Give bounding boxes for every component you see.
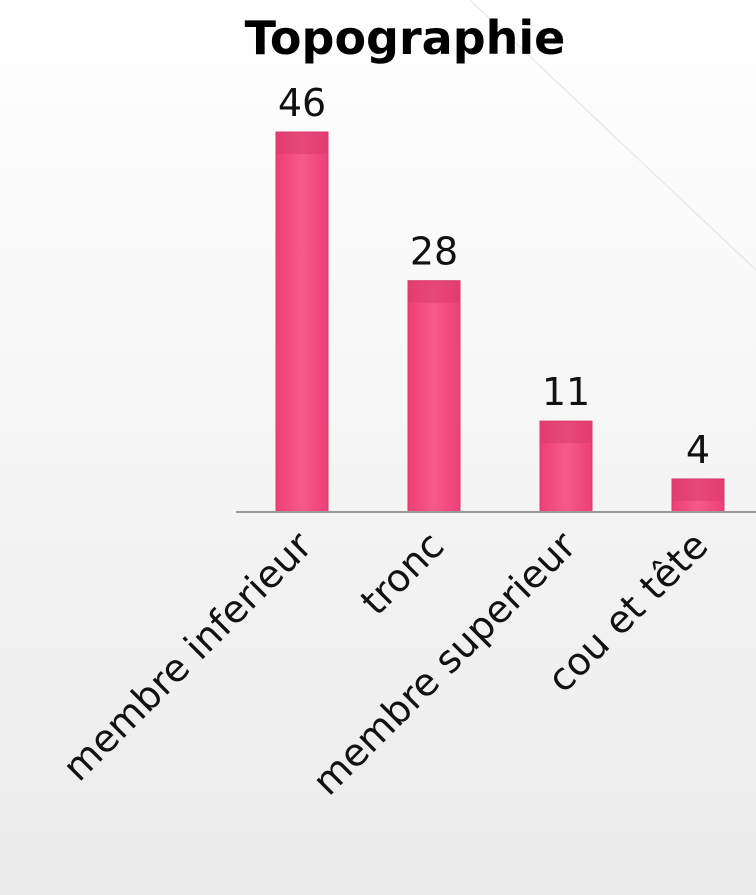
background-diagonal: [469, 0, 756, 271]
data-label-3: 11: [542, 370, 590, 414]
bar-2: [407, 280, 461, 513]
chart-title: Topographie: [245, 11, 566, 65]
bar-cap-3: [540, 421, 592, 444]
bar-cap-1: [276, 132, 328, 154]
x-tick-label-3: membre superieur: [304, 523, 585, 804]
data-label-4: 4: [686, 428, 710, 472]
bar-cap-2: [408, 280, 460, 303]
data-label-2: 28: [410, 230, 458, 274]
x-tick-label-1: membre inferieur: [54, 523, 320, 789]
bar-1: [275, 131, 329, 513]
x-tick-label-2: tronc: [352, 523, 452, 623]
data-label-1: 46: [278, 81, 326, 125]
bars-layer: [275, 131, 725, 513]
bar-cap-4: [672, 478, 724, 501]
data-labels-layer: 46 28 11 4: [278, 81, 710, 472]
